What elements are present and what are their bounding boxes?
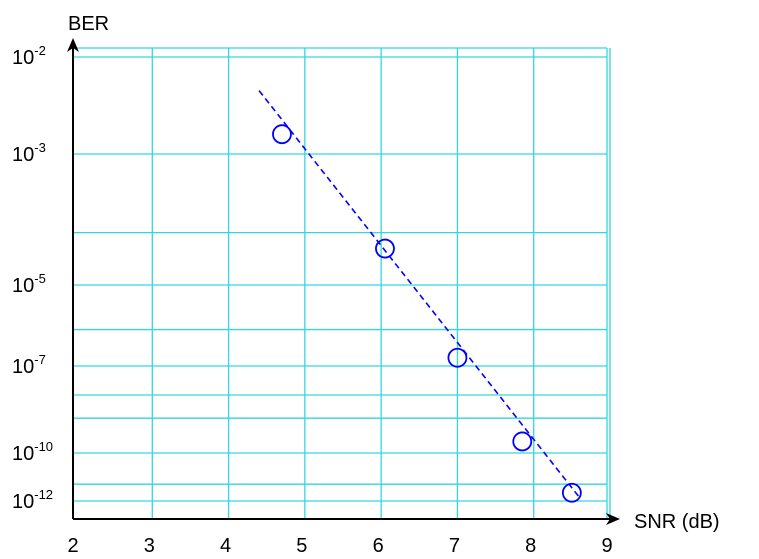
grid-lines (73, 47, 611, 519)
x-tick-label: 9 (601, 535, 612, 557)
data-point (447, 347, 468, 368)
y-tick-label: 10-3 (12, 140, 46, 166)
y-axis-arrow-icon (67, 38, 79, 52)
y-axis-label: BER (68, 13, 109, 35)
data-point (272, 124, 292, 145)
x-axis-label: SNR (dB) (634, 511, 720, 533)
x-tick-labels: 2 3 4 5 6 7 8 9 (67, 535, 612, 557)
x-axis-arrow-icon (606, 513, 620, 525)
x-tick-label: 7 (449, 535, 460, 557)
x-tick-label: 4 (220, 535, 231, 557)
x-tick-label: 8 (525, 535, 536, 557)
y-tick-label: 10-7 (12, 352, 46, 378)
data-point (375, 238, 395, 259)
fit-line (258, 90, 581, 498)
axes (67, 38, 620, 525)
x-tick-label: 6 (373, 535, 384, 557)
x-tick-label: 3 (144, 535, 155, 557)
y-tick-label: 10-2 (12, 43, 46, 69)
data-point (561, 482, 582, 503)
x-tick-label: 2 (67, 535, 78, 557)
y-tick-labels: 10-2 10-3 10-5 10-7 10-10 10-12 (12, 43, 53, 513)
data-series (258, 90, 582, 503)
y-tick-label: 10-5 (12, 271, 46, 297)
data-point (512, 431, 533, 452)
y-tick-label: 10-10 (12, 439, 53, 465)
y-tick-label: 10-12 (12, 487, 53, 513)
x-tick-label: 5 (296, 535, 307, 557)
